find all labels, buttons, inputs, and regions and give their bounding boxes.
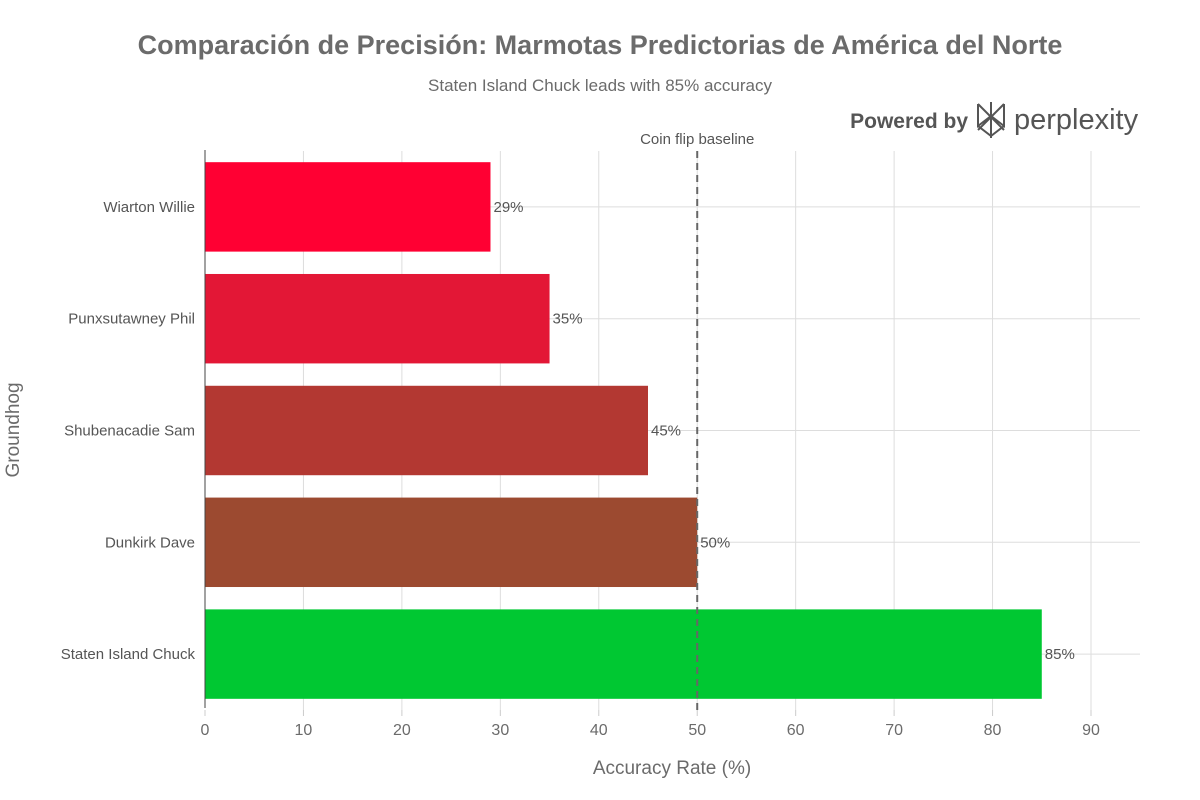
x-tick-label: 0 [201, 722, 210, 739]
bar [205, 497, 698, 588]
x-tick-label: 60 [787, 722, 805, 739]
bar [205, 273, 550, 364]
perplexity-logo-icon [977, 102, 1005, 138]
data-label: 85% [1045, 646, 1075, 663]
x-tick-label: 50 [688, 722, 706, 739]
branding-name: perplexity [1014, 104, 1139, 136]
branding-prefix: Powered by [850, 110, 968, 133]
data-label: 35% [553, 311, 583, 328]
chart-subtitle: Staten Island Chuck leads with 85% accur… [428, 76, 772, 95]
x-tick-label: 40 [590, 722, 608, 739]
y-tick-label: Wiarton Willie [103, 199, 195, 216]
data-label: 50% [700, 534, 730, 551]
x-tick-label: 70 [885, 722, 903, 739]
y-axis-title: Groundhog [3, 382, 24, 477]
y-tick-label: Shubenacadie Sam [64, 423, 195, 440]
x-axis-title: Accuracy Rate (%) [593, 758, 751, 779]
chart-title: Comparación de Precisión: Marmotas Predi… [138, 30, 1063, 60]
x-tick-label: 90 [1082, 722, 1100, 739]
data-label: 29% [493, 199, 523, 216]
y-tick-label: Staten Island Chuck [61, 646, 196, 663]
x-tick-label: 20 [393, 722, 411, 739]
y-tick-label: Punxsutawney Phil [68, 311, 195, 328]
x-tick-label: 80 [984, 722, 1002, 739]
branding: Powered by perplexity [850, 102, 1139, 138]
y-tick-label: Dunkirk Dave [105, 534, 195, 551]
reference-line-label: Coin flip baseline [640, 131, 754, 148]
x-tick-label: 10 [295, 722, 313, 739]
data-label: 45% [651, 423, 681, 440]
x-tick-label: 30 [491, 722, 509, 739]
bar [205, 385, 648, 476]
bar [205, 609, 1042, 699]
bar [205, 162, 491, 252]
